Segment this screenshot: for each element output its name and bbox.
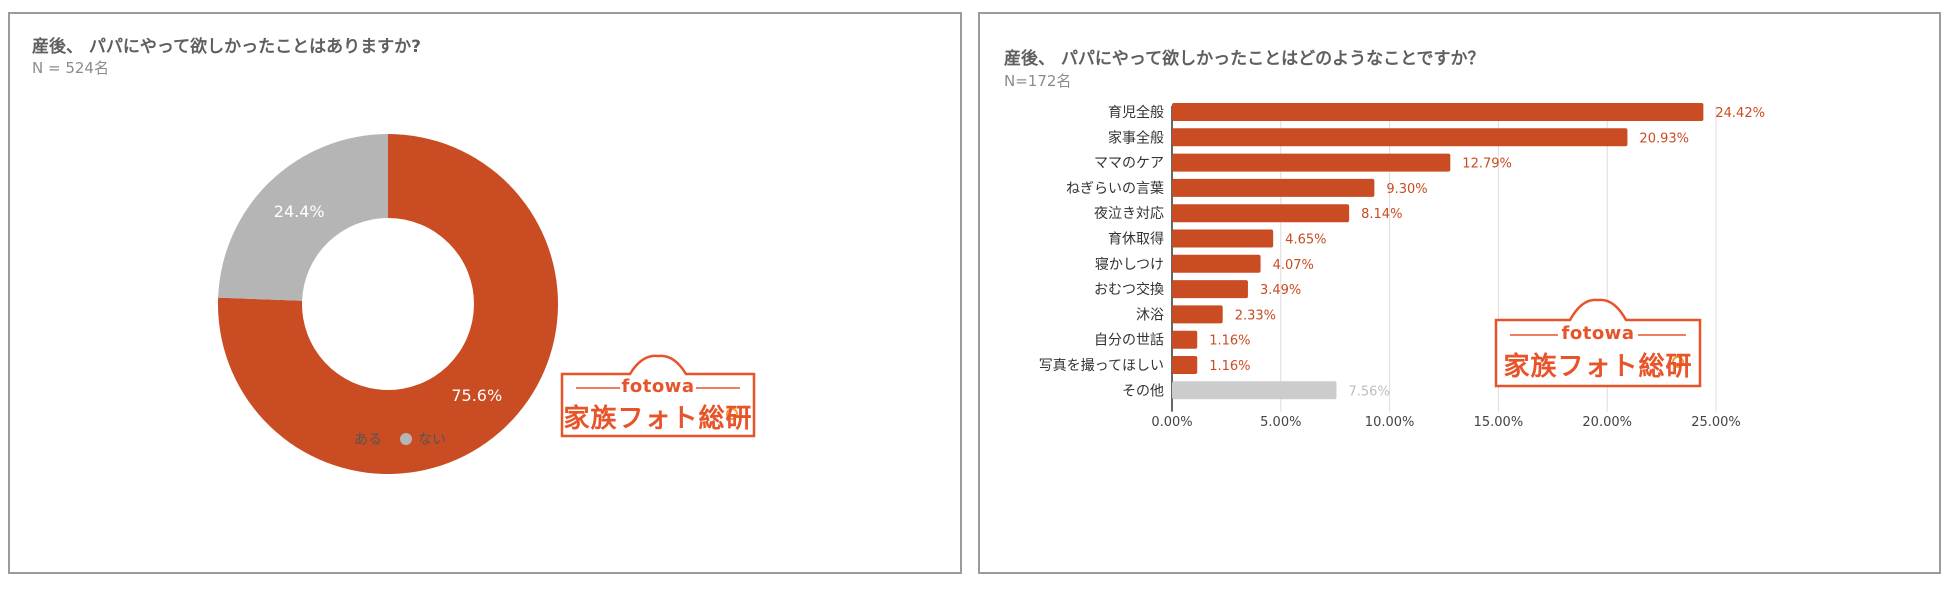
x-tick-label: 10.00% [1365,415,1415,430]
bar [1172,204,1350,223]
bar [1172,356,1198,374]
y-category-label: ねぎらいの言葉 [1066,181,1164,197]
bar-value-label: 7.56% [1349,384,1390,399]
y-category-label: その他 [1122,383,1164,399]
bar [1172,178,1375,197]
bar-value-label: 2.33% [1235,308,1276,323]
y-category-label: 夜泣き対応 [1094,206,1164,222]
bar [1172,153,1451,172]
y-category-label: ママのケア [1094,156,1164,172]
bar-value-label: 12.79% [1462,157,1512,172]
donut-chart-title: 産後、 パパにやって欲しかったことはありますか? [32,37,421,57]
donut-chart: 75.6% 24.4% ある ない [217,134,559,474]
donut-slice-nai [218,134,388,301]
logo-main-text: 家族フォト総研 [563,404,753,434]
donut-value-label-aru: 75.6% [451,386,502,405]
bar-value-label: 3.49% [1260,283,1301,298]
y-category-label: 育児全般 [1108,104,1164,121]
y-category-label: 育休取得 [1108,231,1164,248]
bar-value-label: 9.30% [1386,182,1427,197]
bar-value-label: 4.07% [1273,258,1314,273]
bar-chart: 0.00% 5.00% 10.00% 15.00% 20.00% 25.00% 育児全般 24… [1039,103,1765,430]
donut-value-label-nai: 24.4% [274,202,325,221]
bar-chart-title: 産後、 パパにやって欲しかったことはどのようなことですか？ [1004,49,1485,69]
y-category-label: おむつ交換 [1094,281,1164,298]
bar-value-label: 1.16% [1209,359,1250,374]
x-tick-label: 25.00% [1691,415,1741,430]
logo-main-text: 家族フォト総研 [1503,352,1693,382]
x-tick-label: 15.00% [1474,415,1524,430]
bar-value-label: 20.93% [1639,131,1689,146]
donut-chart-subtitle: N = 524名 [32,59,109,77]
donut-chart-panel: 産後、 パパにやって欲しかったことはありますか? N = 524名 75.6% 2… [8,12,962,574]
bar-value-label: 4.65% [1285,233,1326,248]
fotowa-logo-right: fotowa 家族フォト総研 [1492,298,1704,390]
fotowa-logo-left: fotowa 家族フォト総研 [558,354,758,440]
bar [1172,381,1337,400]
x-tick-label: 5.00% [1260,415,1301,430]
y-category-label: 自分の世話 [1094,332,1164,349]
bar-chart-panel: 産後、 パパにやって欲しかったことはどのようなことですか？ N=172名 0.0… [978,12,1941,574]
bar-value-label: 24.42% [1715,106,1765,121]
x-tick-label: 0.00% [1151,415,1192,430]
bar [1172,229,1274,248]
bar-value-label: 1.16% [1209,334,1250,349]
bar [1172,254,1261,273]
bar [1172,280,1248,299]
legend-marker-aru [336,433,348,445]
bar [1172,128,1628,147]
legend-label-nai: ない [418,432,446,448]
bar [1172,103,1704,121]
x-tick-label: 20.00% [1582,415,1632,430]
y-category-label: 写真を撮ってほしい [1039,357,1164,374]
bar [1172,305,1223,324]
y-category-label: 寝かしつけ [1095,256,1164,273]
bar-chart-subtitle: N=172名 [1004,72,1072,90]
y-category-label: 沐浴 [1136,307,1164,323]
legend-marker-nai [400,433,412,445]
donut-slice-aru [217,134,559,474]
logo-brand-text: fotowa [1561,323,1635,344]
bar [1172,330,1198,349]
logo-frame-icon [560,354,756,438]
logo-frame-icon [1494,298,1702,388]
legend-label-aru: ある [354,432,382,448]
y-category-label: 家事全般 [1108,129,1164,146]
bar-value-label: 8.14% [1361,207,1402,222]
logo-brand-text: fotowa [621,376,695,397]
